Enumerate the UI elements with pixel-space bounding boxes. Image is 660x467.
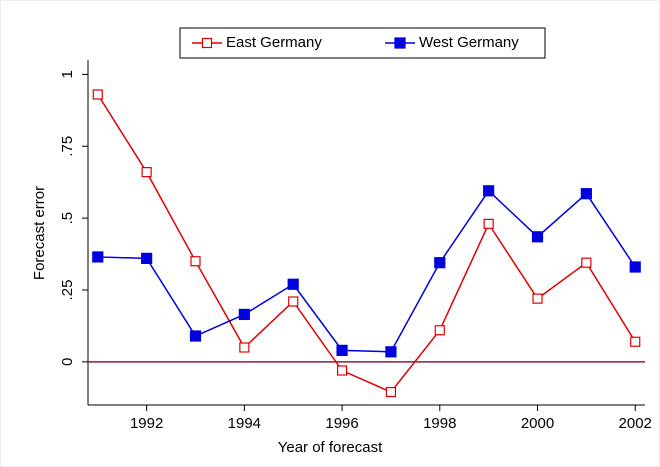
x-tick-label: 1994 (228, 415, 261, 432)
marker (630, 336, 641, 347)
legend-marker (201, 37, 213, 49)
legend-box (179, 27, 546, 59)
marker (336, 365, 348, 376)
marker (385, 346, 397, 358)
x-tick-label: 1998 (423, 415, 456, 432)
marker (92, 89, 103, 100)
marker (190, 256, 201, 267)
x-tick-label: 2002 (619, 415, 652, 432)
y-axis-label: Forecast error (31, 186, 48, 280)
y-tick-label: .5 (59, 212, 76, 225)
marker (483, 185, 495, 197)
marker (141, 252, 153, 264)
marker (532, 293, 543, 304)
marker (336, 344, 348, 356)
marker (141, 167, 152, 178)
marker (581, 257, 592, 268)
marker (288, 296, 299, 307)
y-tick-label: .75 (59, 136, 76, 157)
legend-label: East Germany (226, 34, 322, 51)
marker (531, 231, 544, 243)
series-line (97, 189, 636, 353)
y-tick-label: 1 (59, 70, 76, 78)
x-tick-label: 2000 (521, 415, 554, 432)
legend-marker (394, 37, 406, 49)
x-axis-label: Year of forecast (278, 439, 383, 456)
marker (239, 342, 250, 353)
x-tick-label: 1996 (325, 415, 358, 432)
marker (483, 218, 494, 229)
marker (189, 330, 202, 342)
marker (434, 257, 446, 269)
marker (385, 386, 397, 398)
marker (434, 325, 445, 336)
series-line (97, 94, 636, 393)
y-tick-label: 0 (59, 358, 76, 366)
marker (580, 188, 592, 200)
marker (92, 251, 104, 263)
marker (287, 278, 299, 290)
marker (238, 308, 250, 321)
y-tick-label: .25 (59, 280, 76, 301)
legend-label: West Germany (419, 34, 519, 51)
x-tick-label: 1992 (130, 415, 163, 432)
marker (629, 261, 641, 273)
